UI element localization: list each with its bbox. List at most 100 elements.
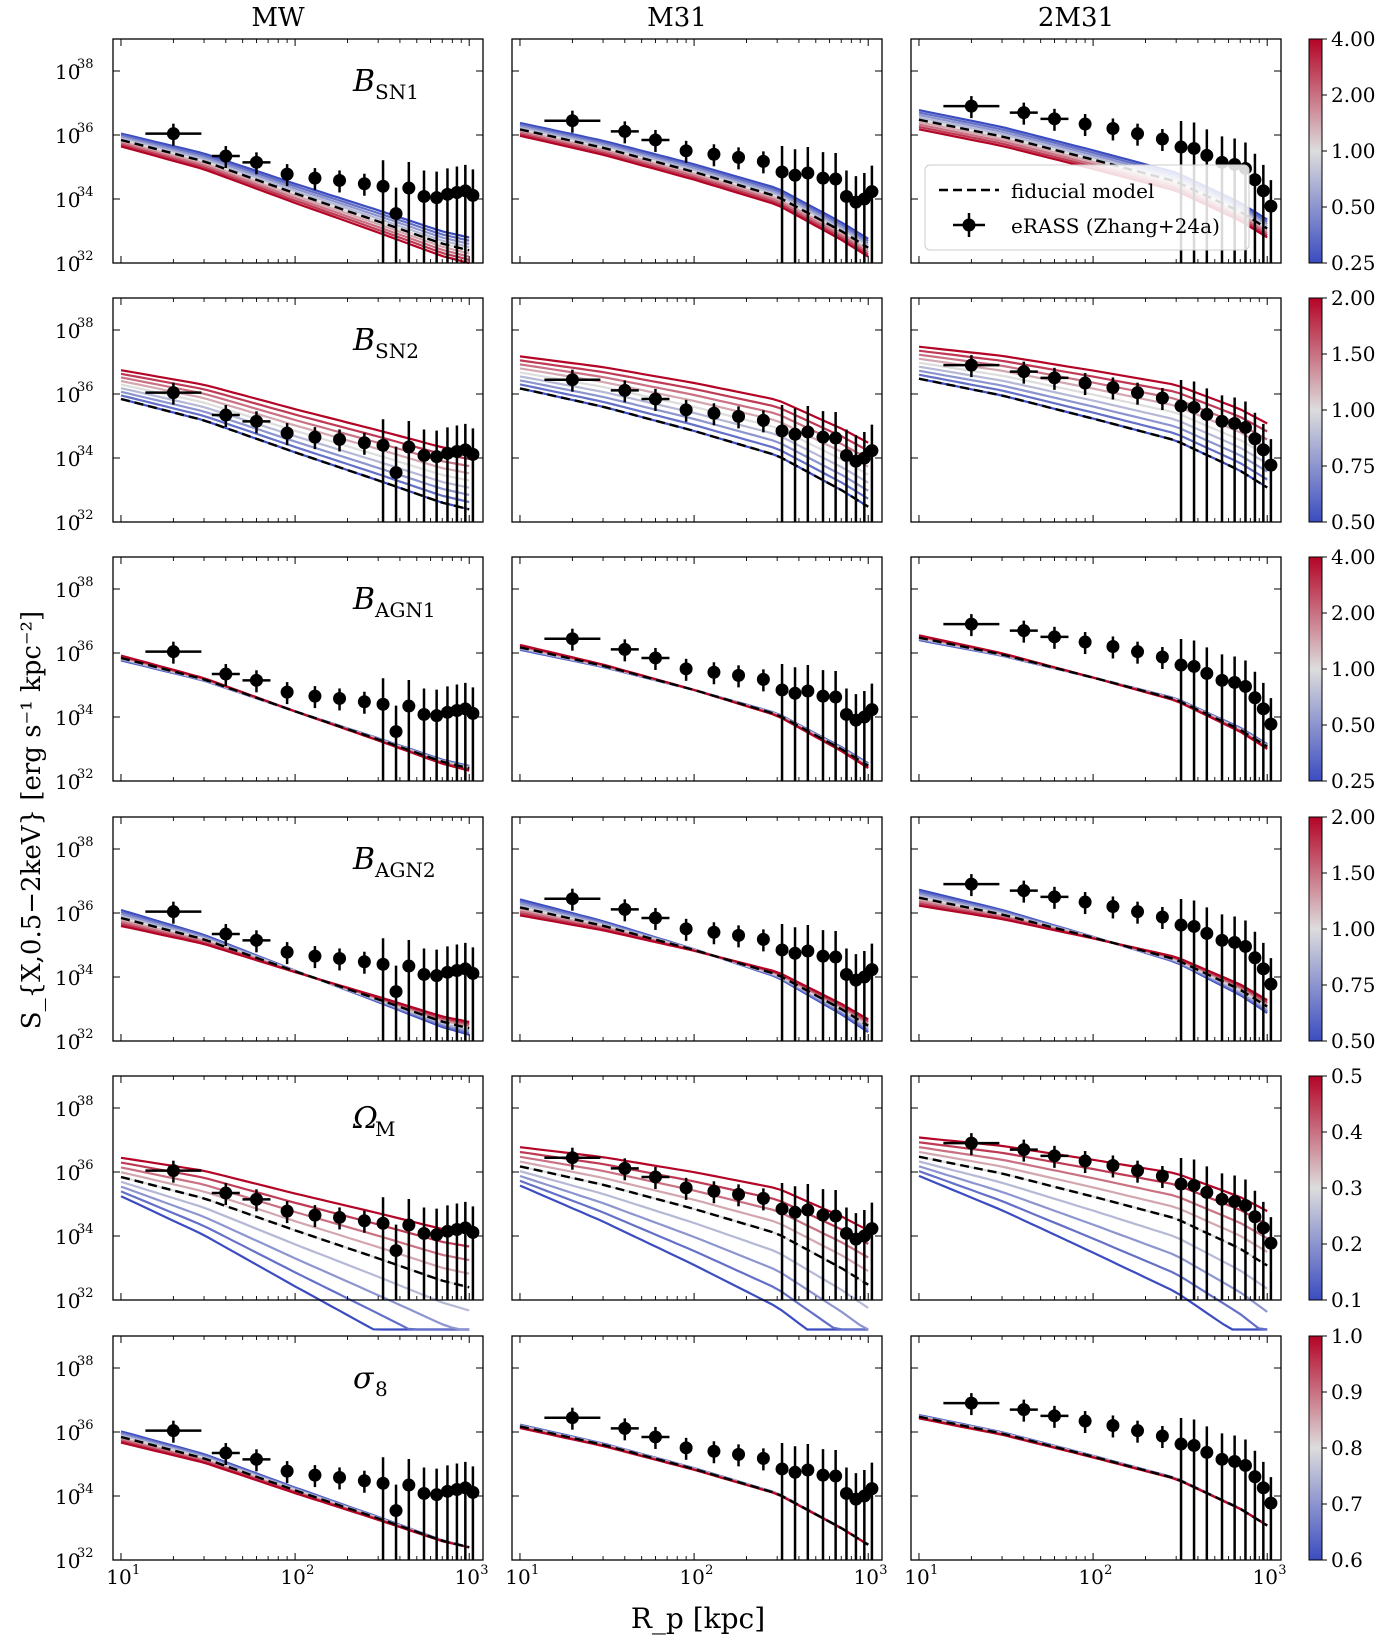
x-tick-label: 10 (679, 1565, 704, 1589)
data-point (1174, 918, 1188, 932)
data-point (249, 933, 263, 947)
colorbars: 4.002.001.000.500.252.001.501.000.750.50… (1308, 27, 1376, 1572)
colorbar (1308, 297, 1323, 523)
model-curve (519, 646, 869, 767)
data-point (801, 166, 815, 180)
data-point (801, 684, 815, 698)
data-point (1106, 639, 1120, 653)
data-point (357, 695, 371, 709)
data-point (1047, 1409, 1061, 1423)
x-tick-exponent: 3 (480, 1563, 488, 1578)
data-point (1256, 443, 1270, 457)
model-curve (519, 125, 869, 245)
y-tick-exponent: 34 (77, 185, 94, 200)
panel-2m31-row1: fiducial model eRASS (Zhang+24a) (910, 38, 1282, 264)
colorbar-tick-label: 1.00 (1331, 917, 1376, 941)
y-tick-label: 10 (55, 60, 80, 84)
y-tick-exponent: 32 (77, 249, 94, 264)
y-tick-exponent: 36 (77, 899, 94, 914)
model-curve (120, 394, 470, 504)
data-point (1248, 691, 1262, 705)
data-point (389, 207, 403, 221)
colorbar (1308, 1335, 1323, 1561)
y-tick-exponent: 32 (77, 1027, 94, 1042)
legend-fiducial-label: fiducial model (1011, 179, 1154, 203)
data-point (618, 124, 632, 138)
x-tick-label: 10 (505, 1565, 530, 1589)
data-point (1215, 1452, 1229, 1466)
panel-frame (910, 556, 1282, 782)
data-point (389, 985, 403, 999)
data-point (1200, 926, 1214, 940)
data-point (732, 928, 746, 942)
data-point (816, 689, 830, 703)
data-point (707, 1444, 721, 1458)
data-point (1017, 884, 1031, 898)
model-curve (519, 644, 869, 769)
data-point (964, 1396, 978, 1410)
data-point (788, 427, 802, 441)
data-point (357, 1474, 371, 1488)
data-point (1248, 951, 1262, 965)
data-point (466, 188, 480, 202)
data-point (308, 171, 322, 185)
x-tick-label: 10 (853, 1565, 878, 1589)
data-point (1228, 1194, 1242, 1208)
panel-frame (112, 38, 484, 264)
y-tick-label: 10 (55, 1421, 80, 1445)
model-curve (519, 910, 869, 1024)
data-point (1200, 1185, 1214, 1199)
parameter-subscript: SN2 (375, 339, 419, 363)
fiducial-line (918, 1415, 1268, 1527)
model-curve (519, 645, 869, 768)
data-point (964, 99, 978, 113)
data-point (1047, 890, 1061, 904)
y-tick-label: 10 (55, 383, 80, 407)
data-point (1256, 702, 1270, 716)
model-curve (519, 648, 869, 765)
data-point (402, 959, 416, 973)
model-curve (120, 1180, 470, 1312)
data-point (376, 1216, 390, 1230)
panel-m31-row2 (511, 297, 883, 523)
data-point (249, 414, 263, 428)
data-point (648, 1170, 662, 1184)
data-point (1238, 939, 1252, 953)
model-curve (519, 359, 869, 452)
model-curve (519, 121, 869, 240)
model-curve (519, 126, 869, 247)
model-curve (120, 924, 470, 1023)
colorbar-tick-label: 4.00 (1331, 27, 1376, 51)
model-curve (519, 131, 869, 254)
data-point (756, 1451, 770, 1465)
colorbar-tick-label: 0.3 (1331, 1176, 1363, 1200)
model-curve (519, 1426, 869, 1546)
data-point (1017, 624, 1031, 638)
model-curve (918, 1414, 1268, 1527)
model-curve (519, 1155, 869, 1259)
data-point (1155, 1169, 1169, 1183)
fiducial-line (519, 646, 869, 767)
model-curve (519, 914, 869, 1021)
model-curve (918, 1414, 1268, 1527)
model-curve (120, 1195, 470, 1331)
column-title: M31 (647, 3, 707, 33)
data-point (1200, 666, 1214, 680)
y-tick-exponent: 34 (77, 1482, 94, 1497)
model-curve (120, 140, 470, 255)
y-tick-label: 10 (55, 770, 80, 794)
fiducial-line (519, 1425, 869, 1546)
data-point (466, 706, 480, 720)
data-point (707, 147, 721, 161)
parameter-label: B (352, 842, 375, 877)
data-point (308, 949, 322, 963)
panel-2m31-row2 (910, 297, 1282, 523)
model-curve (918, 900, 1268, 1005)
legend-data-swatch (962, 218, 976, 232)
model-curve (918, 365, 1268, 465)
data-point (333, 432, 347, 446)
model-curve (918, 1416, 1268, 1527)
data-point (1238, 1198, 1252, 1212)
x-tick-label: 10 (454, 1565, 479, 1589)
